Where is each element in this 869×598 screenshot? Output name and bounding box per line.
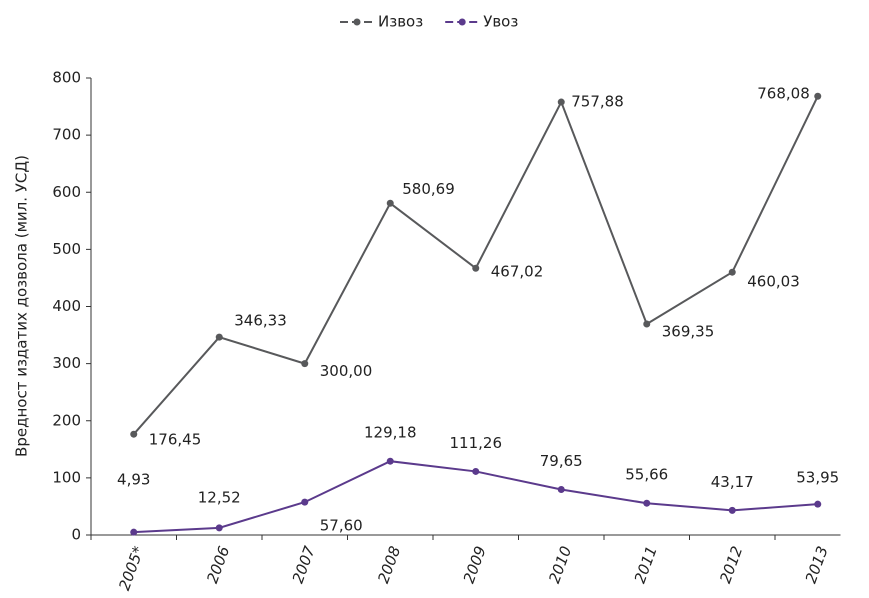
x-tick-label: 2006 — [203, 544, 233, 586]
value-label: 176,45 — [149, 431, 202, 449]
value-label: 4,93 — [117, 471, 150, 489]
x-tick-label: 2011 — [631, 544, 661, 586]
value-label: 757,88 — [571, 93, 624, 111]
point — [728, 268, 736, 276]
x-tick-label: 2010 — [545, 544, 575, 586]
value-label: 111,26 — [450, 434, 503, 452]
y-tick-label: 100 — [52, 468, 81, 486]
point — [814, 92, 822, 100]
point — [130, 528, 138, 536]
y-tick-label: 0 — [71, 526, 81, 544]
value-label: 369,35 — [662, 323, 715, 341]
point — [557, 485, 565, 493]
y-tick-label: 700 — [52, 126, 81, 144]
point — [814, 500, 822, 508]
point — [386, 199, 394, 207]
point — [728, 506, 736, 514]
point — [472, 264, 480, 272]
y-tick-label: 600 — [52, 183, 81, 201]
value-label: 129,18 — [364, 424, 417, 442]
y-tick-label: 200 — [52, 411, 81, 429]
point — [472, 467, 480, 475]
value-label: 460,03 — [747, 273, 800, 291]
x-tick-label: 2013 — [802, 544, 832, 586]
point — [643, 320, 651, 328]
point — [130, 430, 138, 438]
legend-marker — [458, 18, 466, 26]
x-tick-label: 2012 — [716, 544, 746, 586]
value-label: 79,65 — [540, 452, 583, 470]
y-tick-label: 400 — [52, 297, 81, 315]
x-tick-label: 2007 — [289, 543, 319, 585]
x-tick-label: 2005* — [115, 543, 148, 593]
legend-marker — [353, 18, 361, 26]
point — [215, 333, 223, 341]
point — [301, 498, 309, 506]
y-axis-label: Вредност издатих дозвола (мил. УСД) — [13, 155, 31, 457]
value-label: 300,00 — [320, 362, 373, 380]
y-tick-label: 300 — [52, 354, 81, 372]
point — [215, 524, 223, 532]
value-label: 467,02 — [491, 263, 544, 281]
point — [643, 499, 651, 507]
value-label: 768,08 — [757, 85, 810, 103]
value-label: 43,17 — [711, 473, 754, 491]
y-tick-label: 500 — [52, 240, 81, 258]
value-label: 53,95 — [796, 469, 839, 487]
x-tick-label: 2009 — [460, 544, 490, 586]
value-label: 580,69 — [402, 180, 455, 198]
x-tick-label: 2008 — [374, 544, 404, 586]
value-label: 346,33 — [234, 312, 287, 330]
point — [386, 457, 394, 465]
y-tick-label: 800 — [52, 69, 81, 87]
value-label: 55,66 — [625, 466, 668, 484]
legend-label: Увоз — [483, 13, 518, 31]
value-label: 57,60 — [320, 517, 363, 535]
value-label: 12,52 — [198, 488, 241, 506]
point — [557, 98, 565, 106]
point — [301, 360, 309, 368]
legend-label: Извоз — [378, 13, 423, 31]
